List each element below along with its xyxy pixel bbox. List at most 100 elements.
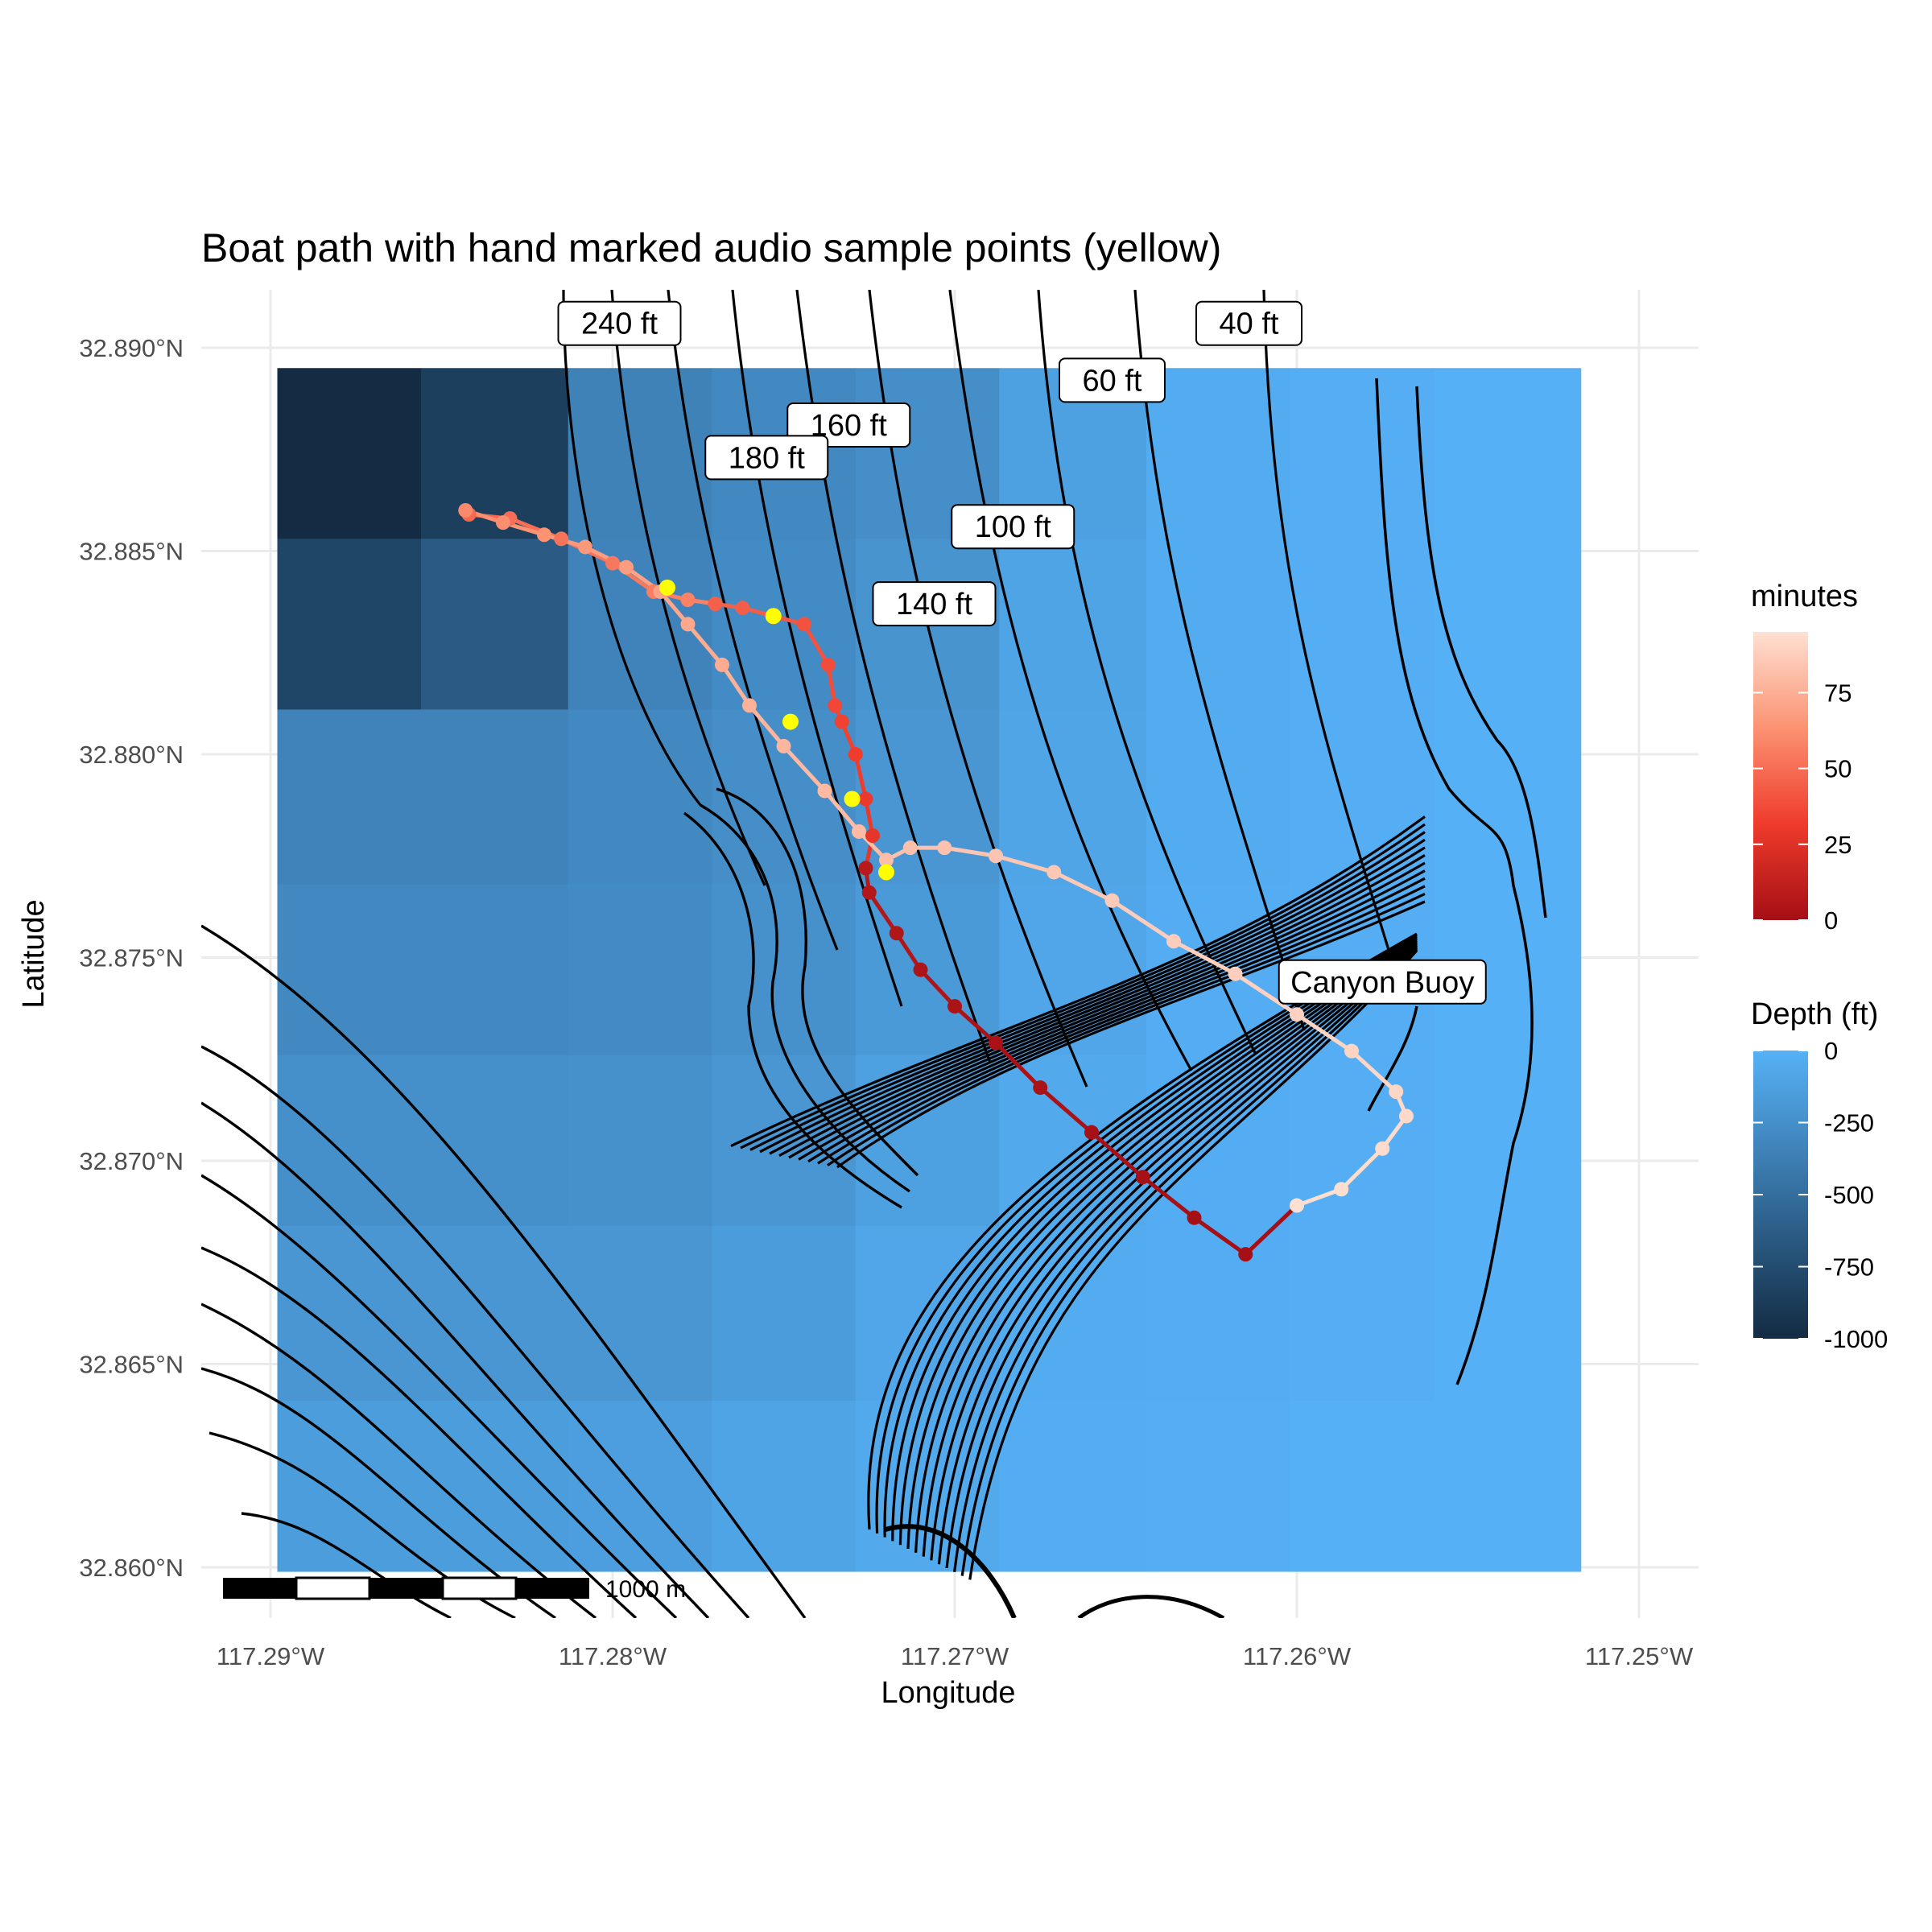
boat-path-point <box>852 824 866 839</box>
contour-line <box>769 846 1426 1155</box>
boat-path-segment <box>1171 939 1237 976</box>
y-tick-label: 32.860°N <box>79 1554 184 1582</box>
legend-tick-label: 75 <box>1824 679 1852 707</box>
audio-sample-point <box>878 864 894 881</box>
contour-line <box>885 1524 1017 1618</box>
contour-line <box>1367 1005 1418 1112</box>
boat-path-segment <box>1349 1049 1398 1094</box>
boat-path-segment <box>1339 1146 1385 1191</box>
audio-sample-points <box>659 579 894 881</box>
boat-path-segment <box>802 621 831 667</box>
boat-path-segment <box>1192 1216 1248 1257</box>
depth-tile <box>999 709 1147 886</box>
boat-path-point <box>989 848 1003 864</box>
depth-tile <box>421 884 569 1056</box>
boat-path-point <box>1389 1084 1404 1100</box>
depth-tile <box>568 1225 712 1402</box>
contour-line <box>968 949 1418 1580</box>
contour-line <box>867 932 1418 1530</box>
boat-path-segment <box>894 931 923 972</box>
scale-bar-segment <box>223 1578 296 1599</box>
boat-path-point <box>797 617 811 632</box>
boat-path-point <box>1033 1080 1048 1096</box>
scale-bar-label: 1000 m <box>605 1576 686 1603</box>
contour-line <box>201 1302 597 1618</box>
contour-line <box>883 935 1418 1538</box>
boat-path-segment <box>993 1041 1042 1090</box>
contour-line <box>788 861 1426 1159</box>
boat-path-point <box>1166 934 1181 949</box>
audio-sample-point <box>782 713 799 730</box>
boat-path-point <box>619 559 634 575</box>
depth-tile <box>277 884 422 1056</box>
boat-path-point <box>1084 1125 1099 1140</box>
legend-tick-label: -750 <box>1824 1253 1874 1282</box>
legend-tick-label: 0 <box>1824 1037 1838 1065</box>
y-tick-label: 32.885°N <box>79 538 184 566</box>
boat-path-segment <box>853 752 868 802</box>
contour-line <box>827 892 1426 1166</box>
x-tick-label: 117.25°W <box>1585 1642 1694 1670</box>
boat-path-segment <box>952 1004 998 1046</box>
x-axis-ticks: 117.29°W 117.28°W 117.27°W 117.26°W 117.25°W <box>217 1642 1694 1670</box>
boat-path-point <box>735 601 750 616</box>
depth-tile <box>1146 1225 1290 1402</box>
audio-sample-point <box>659 579 675 596</box>
depth-tile <box>277 368 422 539</box>
boat-path-segment <box>1110 898 1176 943</box>
contour-label-box <box>704 435 829 481</box>
contour-line <box>945 945 1418 1569</box>
boat-path-point <box>680 617 696 632</box>
depth-tile <box>712 1225 857 1402</box>
boat-path-segment <box>1294 1187 1344 1208</box>
legend-depth: Depth (ft) 0 -250 -500 -750 -1000 <box>1751 997 1888 1353</box>
contour-line <box>914 940 1418 1553</box>
depth-tile <box>277 539 422 710</box>
depth-tile <box>277 709 422 886</box>
depth-tile <box>277 1055 422 1227</box>
x-tick-label: 117.29°W <box>217 1642 325 1670</box>
boat-path-point <box>708 597 723 612</box>
contour-label: 140 ft <box>896 588 973 621</box>
scale-bar-segment <box>441 1576 518 1600</box>
y-tick-label: 32.875°N <box>79 944 184 972</box>
legend-tick-label: 25 <box>1824 831 1852 859</box>
contour-label-box <box>1195 300 1302 346</box>
depth-tile <box>712 1400 857 1572</box>
depth-tile <box>421 709 569 886</box>
depth-tile <box>712 709 857 886</box>
boat-path-point <box>680 592 696 608</box>
contour-label: 180 ft <box>729 441 806 475</box>
boat-path-point <box>578 539 592 555</box>
boat-path-point <box>1228 966 1243 981</box>
boat-path-point <box>858 861 873 876</box>
contour-line <box>201 1367 556 1618</box>
y-axis-ticks: 32.860°N 32.865°N 32.870°N 32.875°N 32.880°N… <box>79 334 184 1582</box>
scale-bar-segment <box>516 1578 589 1599</box>
contour-line <box>937 944 1418 1565</box>
legend-depth-title: Depth (ft) <box>1751 997 1878 1031</box>
depth-tile <box>1290 368 1435 539</box>
boat-path-point <box>1290 1198 1304 1213</box>
depth-tile <box>1434 1225 1582 1402</box>
boat-path-point <box>1187 1210 1202 1225</box>
contour-line <box>730 815 1426 1148</box>
contour-label: 240 ft <box>581 308 658 341</box>
boat-path-point <box>742 698 757 713</box>
contour-line <box>953 947 1418 1572</box>
boat-path-point <box>879 852 894 868</box>
x-tick-label: 117.27°W <box>901 1642 1009 1670</box>
y-tick-label: 32.870°N <box>79 1147 184 1175</box>
boat-path-segment <box>1038 1085 1094 1135</box>
contour-label-box <box>557 300 682 346</box>
contour-line <box>906 939 1418 1550</box>
contour-line <box>700 803 910 1193</box>
contour-label: 100 ft <box>975 510 1052 544</box>
boat-path-segment <box>993 853 1056 874</box>
contour-line <box>759 838 1426 1154</box>
legend-minutes: minutes 0 25 50 75 <box>1751 580 1858 935</box>
contour-line <box>667 290 839 951</box>
y-tick-label: 32.865°N <box>79 1351 184 1379</box>
boat-path-point <box>1334 1182 1349 1197</box>
contour-line <box>1375 378 1534 1385</box>
